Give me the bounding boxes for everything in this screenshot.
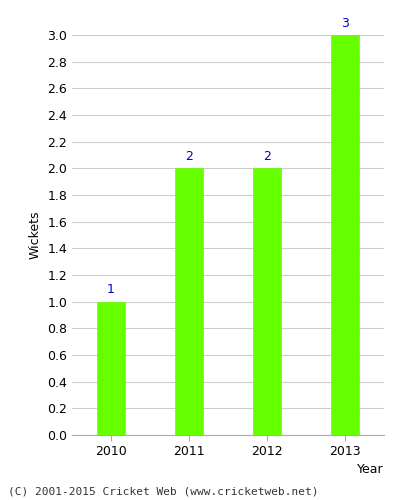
Text: Year: Year: [357, 463, 384, 476]
Text: 3: 3: [341, 16, 349, 30]
Text: 2: 2: [263, 150, 271, 163]
Bar: [331, 35, 359, 435]
Bar: [175, 168, 203, 435]
Text: 1: 1: [107, 284, 115, 296]
Y-axis label: Wickets: Wickets: [28, 211, 42, 259]
Text: 2: 2: [185, 150, 193, 163]
Bar: [253, 168, 281, 435]
Bar: [97, 302, 125, 435]
Text: (C) 2001-2015 Cricket Web (www.cricketweb.net): (C) 2001-2015 Cricket Web (www.cricketwe…: [8, 487, 318, 497]
